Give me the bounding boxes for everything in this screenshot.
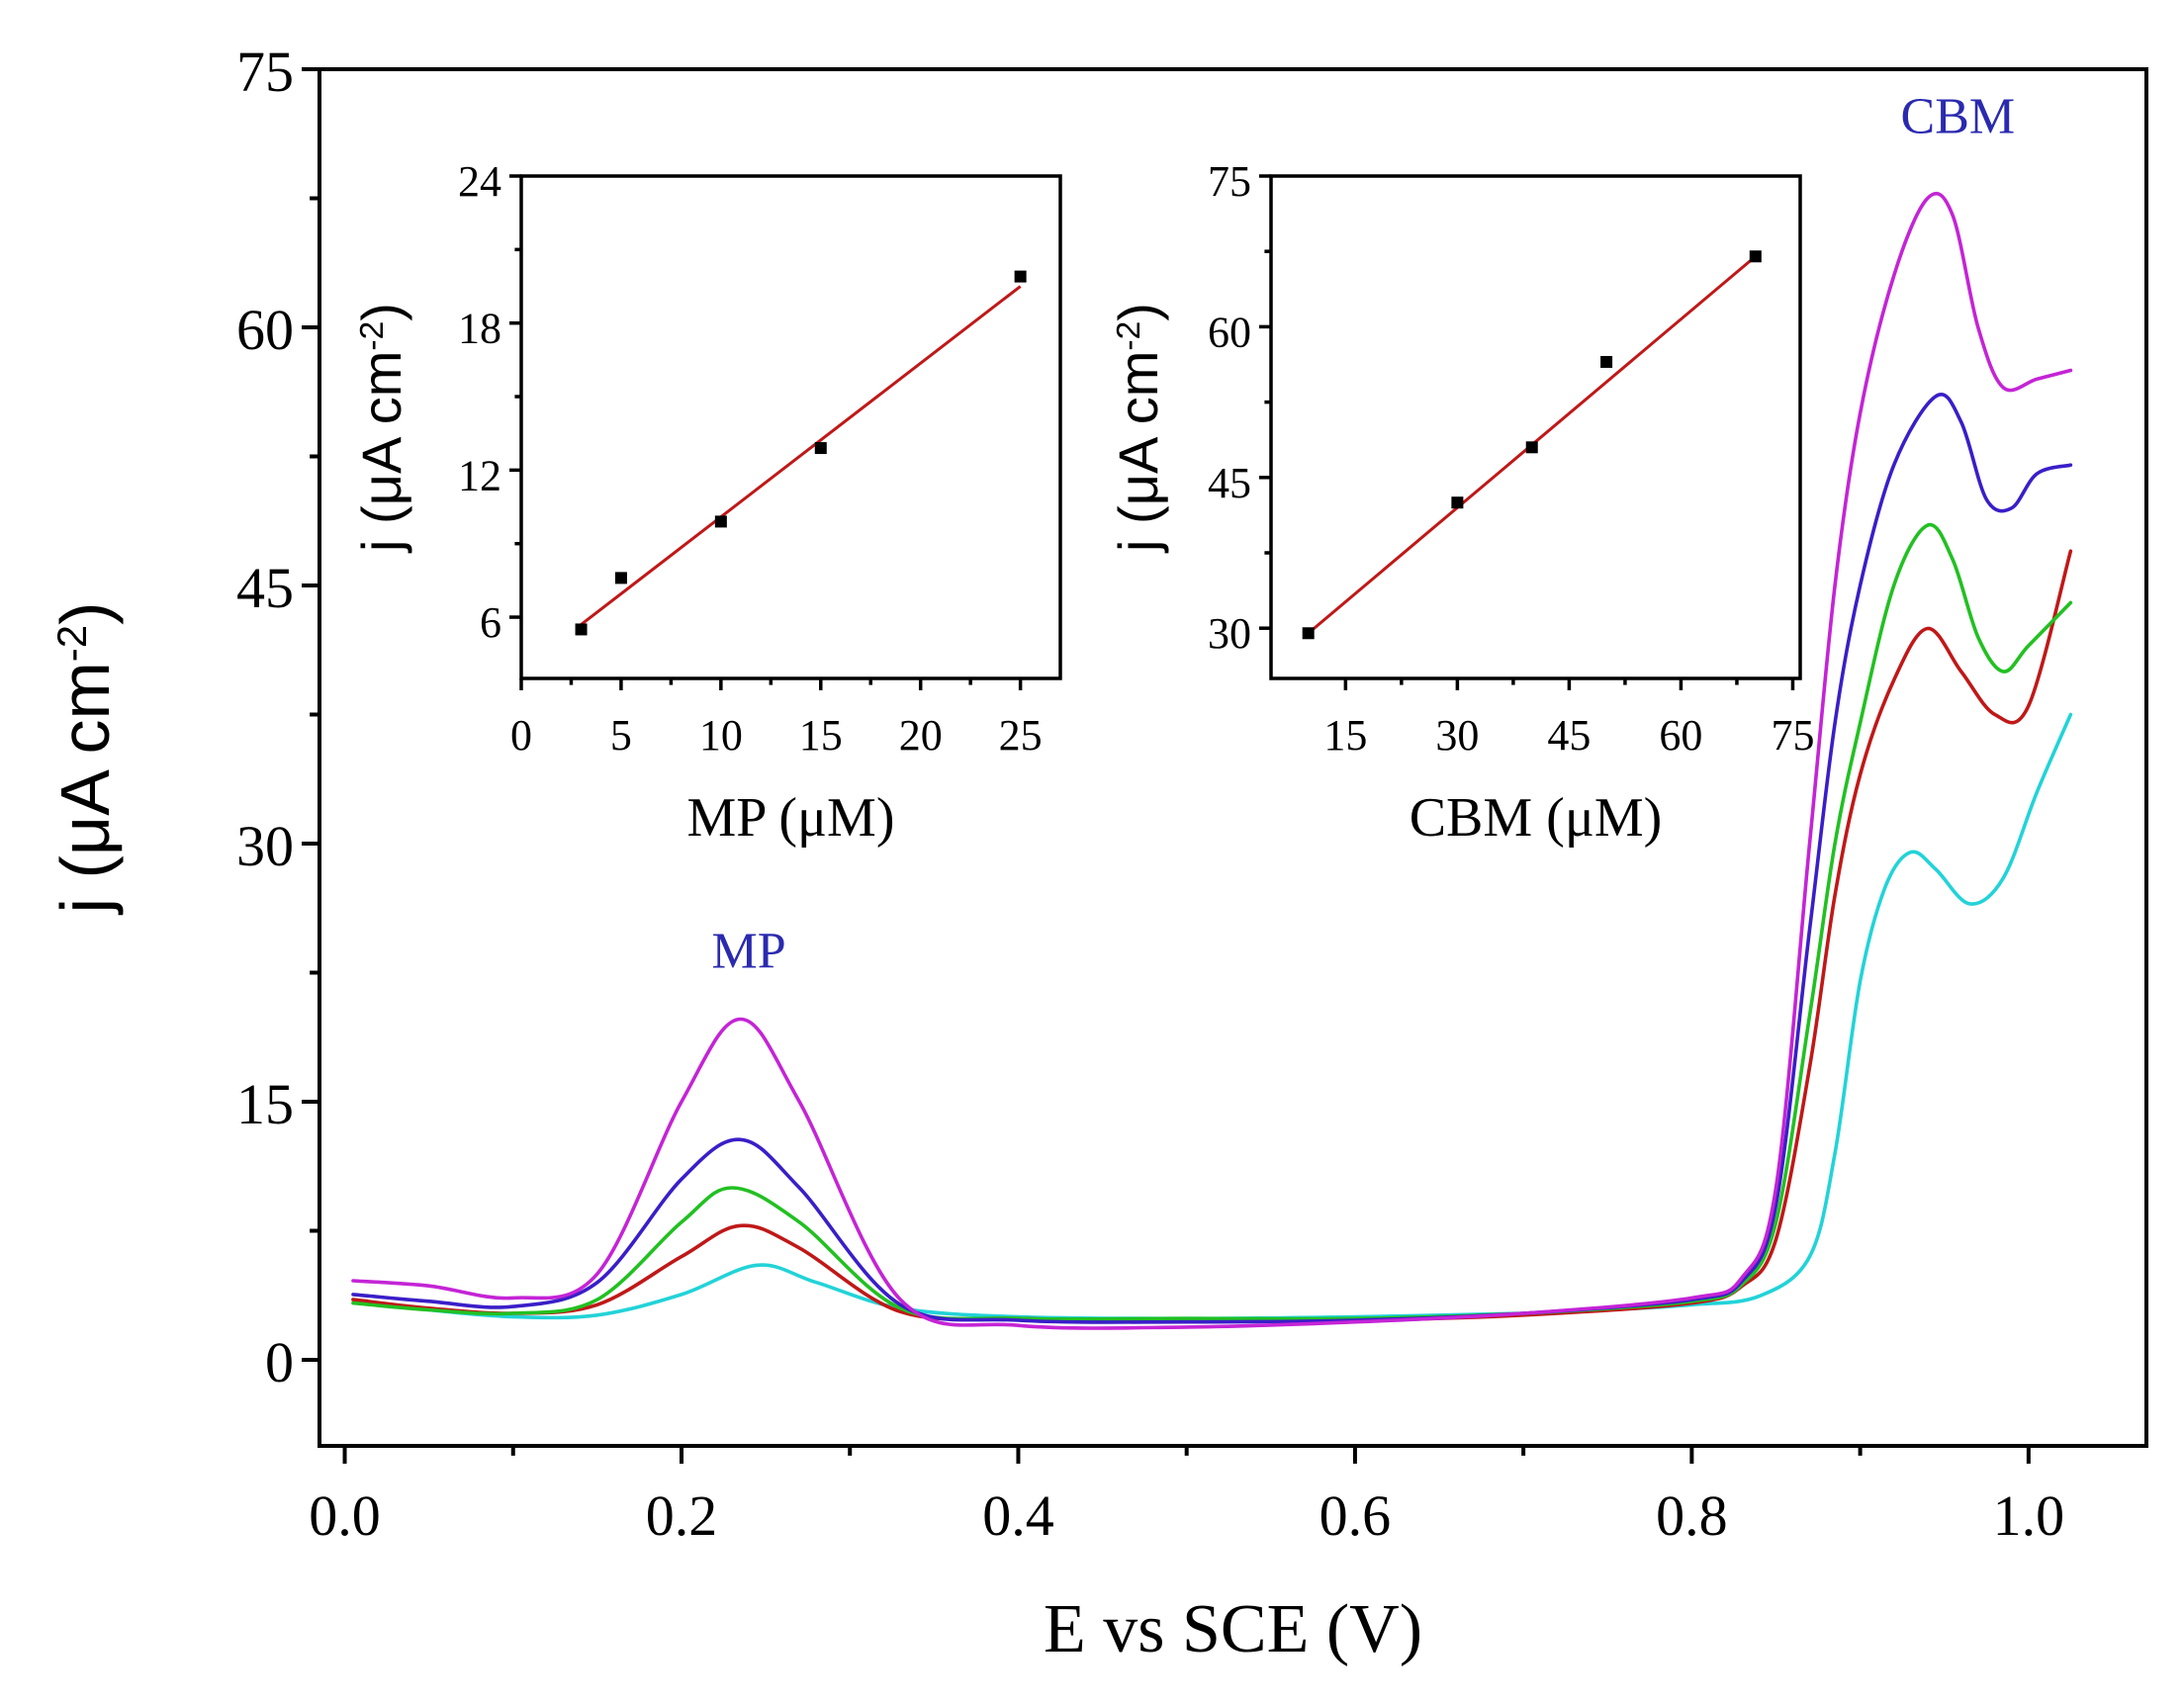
inset-mp-data-point [575, 623, 588, 636]
inset-cbm-data-point [1525, 441, 1538, 454]
main-y-axis-label-main: j (μA cm [46, 662, 124, 915]
main-plot-frame [318, 67, 2148, 1448]
main-y-tick-label: 60 [236, 298, 294, 362]
inset-cbm-plot-frame [1269, 174, 1802, 680]
main-x-tick-label: 0.2 [646, 1483, 718, 1548]
inset-mp-data-point [814, 442, 827, 455]
main-y-axis-label-sup: -2 [48, 625, 95, 662]
inset-cbm-y-tick-label: 75 [1208, 157, 1251, 206]
inset-mp-data-point [1014, 270, 1027, 283]
inset-cbm-x-tick-label: 30 [1435, 711, 1479, 760]
series-curve-5-line [351, 191, 2073, 1330]
inset-cbm-chart: 15 30 45 60 75 30 45 60 75 CBM (μM) j (μA cm-2) [1107, 157, 1814, 849]
inset-mp-x-tick-label: 25 [999, 711, 1043, 760]
inset-cbm-x-tick-label: 45 [1547, 711, 1591, 760]
inset-mp-data-point [614, 572, 627, 584]
inset-mp-y-tick-label: 18 [458, 305, 501, 353]
inset-cbm-y-axis-label-close: ) [1107, 303, 1169, 321]
inset-mp-fit-line [580, 285, 1022, 626]
inset-cbm-y-axis-label-main: j (μA cm [1107, 351, 1169, 554]
inset-cbm-data-point [1451, 496, 1464, 509]
inset-mp-data-point [714, 515, 727, 528]
inset-mp-x-tick-label: 15 [799, 711, 843, 760]
inset-mp-x-tick-label: 5 [610, 711, 632, 760]
inset-mp-x-tick-label: 20 [899, 711, 943, 760]
inset-cbm-y-tick-label: 45 [1208, 459, 1251, 507]
main-x-tick-label: 1.0 [1993, 1483, 2065, 1548]
inset-mp-y-axis-label: j (μA cm-2) [350, 303, 412, 554]
inset-cbm-x-tick-label: 15 [1323, 711, 1367, 760]
inset-cbm-y-axis-label-sup: -2 [1111, 321, 1147, 351]
inset-cbm-x-tick-label: 75 [1771, 711, 1814, 760]
inset-mp-x-axis-label: MP (μM) [687, 787, 895, 849]
annotation-cbm-label: CBM [1901, 88, 2016, 144]
inset-mp-plot-background [521, 176, 1060, 678]
main-y-tick-label: 30 [236, 814, 294, 878]
inset-mp-y-axis-label-main: j (μA cm [350, 351, 412, 554]
inset-mp-x-tick-label: 0 [510, 711, 532, 760]
main-y-tick-label: 75 [236, 40, 294, 104]
inset-mp-x-tick-label: 10 [699, 711, 743, 760]
main-y-axis-label: j (μA cm-2) [46, 602, 124, 916]
inset-cbm-x-tick-label: 60 [1659, 711, 1702, 760]
inset-mp-y-tick-label: 24 [458, 157, 501, 206]
main-y-tick-label: 15 [236, 1072, 294, 1136]
inset-mp-y-axis-label-sup: -2 [354, 321, 391, 351]
main-x-tick-label: 0.8 [1656, 1483, 1728, 1548]
inset-cbm-y-tick-label: 60 [1208, 308, 1251, 356]
inset-mp-chart: 0 5 10 15 20 25 6 12 18 24 MP (μM) j (μA cm-2) [350, 157, 1062, 849]
main-y-tick-label: 0 [265, 1330, 294, 1394]
main-x-tick-label: 0.0 [309, 1483, 381, 1548]
inset-mp-y-axis-label-close: ) [350, 303, 412, 321]
main-y-axis-label-close: ) [46, 602, 124, 625]
inset-cbm-data-point [1600, 355, 1613, 368]
inset-cbm-data-point [1302, 627, 1315, 640]
main-y-tick-label: 45 [236, 556, 294, 620]
inset-mp-y-tick-label: 12 [458, 451, 501, 499]
annotation-mp-label: MP [712, 923, 786, 979]
main-x-tick-label: 0.6 [1320, 1483, 1392, 1548]
main-x-axis-label: E vs SCE (V) [1044, 1591, 1422, 1667]
main-x-tick-label: 0.4 [982, 1483, 1054, 1548]
inset-cbm-y-tick-label: 30 [1208, 609, 1251, 658]
inset-cbm-data-point [1749, 250, 1762, 263]
inset-mp-y-tick-label: 6 [480, 598, 501, 647]
inset-mp-plot-frame [519, 174, 1062, 680]
inset-cbm-x-axis-label: CBM (μM) [1410, 787, 1663, 849]
inset-cbm-plot-background [1271, 176, 1800, 678]
inset-cbm-y-axis-label: j (μA cm-2) [1107, 303, 1169, 554]
